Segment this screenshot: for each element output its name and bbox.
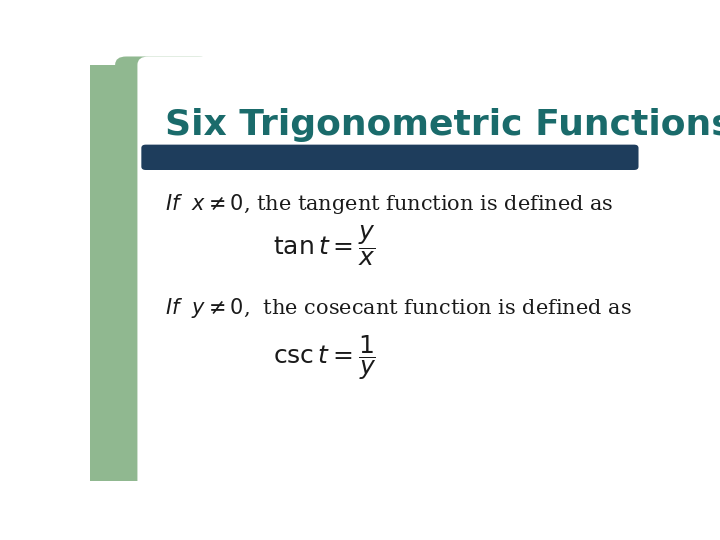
Text: Six Trigonometric Functions of t: Six Trigonometric Functions of t [166,108,720,142]
Bar [90,65,148,481]
FancyBboxPatch shape [141,145,639,170]
Text: $\mathit{If}$  $x \neq 0$, the tangent function is defined as: $\mathit{If}$ $x \neq 0$, the tangent fu… [166,192,614,216]
FancyBboxPatch shape [115,57,210,165]
Text: $\tan t = \dfrac{y}{x}$: $\tan t = \dfrac{y}{x}$ [273,223,376,268]
FancyBboxPatch shape [138,57,660,489]
Text: $\csc t = \dfrac{1}{y}$: $\csc t = \dfrac{1}{y}$ [273,334,376,382]
Text: $\mathit{If}$  $y \neq 0$,  the cosecant function is defined as: $\mathit{If}$ $y \neq 0$, the cosecant f… [166,296,632,320]
